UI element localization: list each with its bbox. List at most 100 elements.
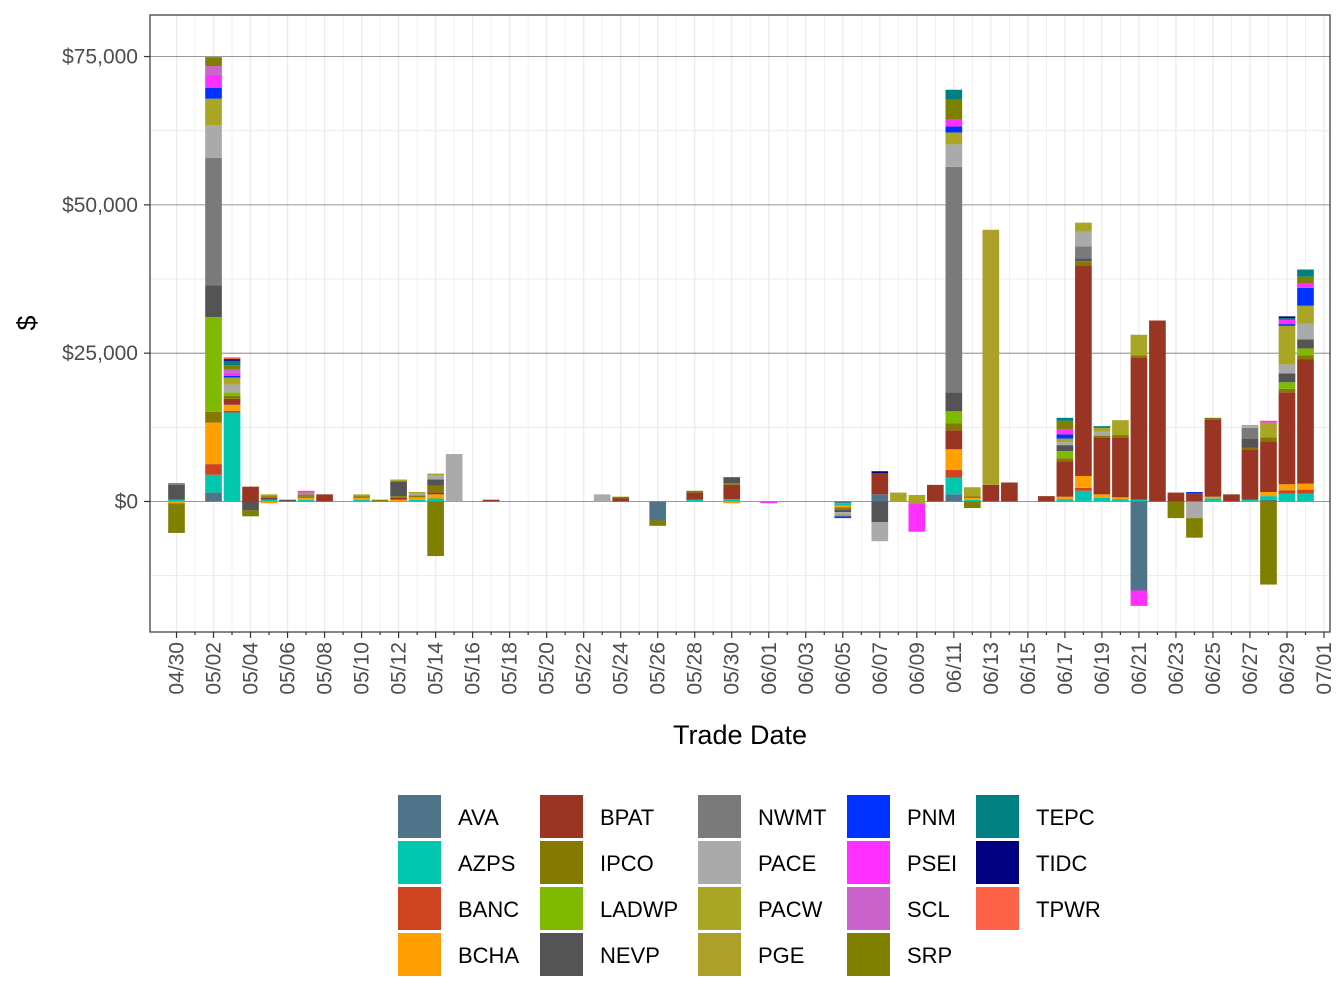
bar-segment-bcha xyxy=(390,499,407,502)
bar-segment-ipco xyxy=(223,395,241,399)
y-tick-label: $50,000 xyxy=(62,194,138,217)
bar-segment-nwmt xyxy=(297,494,315,497)
bar-segment-pacw xyxy=(889,492,907,502)
legend-label-pnm: PNM xyxy=(907,805,956,830)
bar-segment-azps xyxy=(427,498,444,502)
bar-segment-pnm xyxy=(1297,287,1314,306)
bar-segment-nevp xyxy=(1241,438,1259,448)
bar-segment-psei xyxy=(1130,590,1148,606)
bar-segment-ipco xyxy=(427,485,444,493)
legend-swatch-pacw xyxy=(698,887,741,930)
bar-segment-pacw xyxy=(353,494,370,497)
bar-segment-azps xyxy=(964,499,981,502)
legend-swatch-srp xyxy=(847,933,890,976)
bar-segment-pace xyxy=(1186,501,1203,519)
legend-swatch-bpat xyxy=(540,795,583,838)
bar-segment-tepc xyxy=(1056,417,1074,421)
x-tick-label: 05/02 xyxy=(203,642,226,695)
bar-segment-bpat xyxy=(1112,438,1129,498)
x-tick-label: 06/17 xyxy=(1054,642,1077,695)
bar-segment-bpat xyxy=(1223,494,1240,502)
x-axis: 04/30 05/02 05/04 05/06 05/08 05/10 05/12 05/14… xyxy=(166,632,1336,695)
bar-segment-ipco xyxy=(1112,435,1129,439)
bar-segment-nwmt xyxy=(1075,246,1092,259)
bar-segment-bcha xyxy=(353,497,370,500)
legend-swatch-banc xyxy=(398,887,441,930)
bar-segment-nevp xyxy=(1056,445,1074,452)
bar-segment-pace xyxy=(1075,231,1092,247)
bar-segment-banc xyxy=(223,410,241,413)
bar-segment-nevp xyxy=(1075,258,1092,262)
bar-segment-pace xyxy=(408,493,426,496)
bar-segment-nevp xyxy=(871,501,889,523)
bar-segment-azps xyxy=(686,499,704,502)
bar-segment-pacw xyxy=(1278,325,1296,365)
x-tick-label: 06/07 xyxy=(869,642,892,695)
bar-segment-bpat xyxy=(1241,449,1259,500)
legend-swatch-tepc xyxy=(976,795,1019,838)
bar-segment-psei xyxy=(760,501,778,504)
bar-segment-nevp xyxy=(1297,339,1314,349)
bar-segment-pacw xyxy=(1260,422,1277,438)
bar-segment-bcha xyxy=(205,422,222,465)
x-tick-label: 05/22 xyxy=(573,642,596,695)
bar-segment-azps xyxy=(1297,493,1314,502)
bar-segment-bcha xyxy=(1075,475,1092,488)
bar-segment-pace xyxy=(871,522,889,542)
bar-segment-nevp xyxy=(242,501,259,511)
y-tick-label: $0 xyxy=(115,490,138,513)
bar-segment-ladwp xyxy=(1297,348,1314,356)
bar-segment-pnm xyxy=(945,126,963,133)
bar-segment-psei xyxy=(223,372,241,376)
x-tick-label: 06/05 xyxy=(832,642,855,695)
bar-segment-pacw xyxy=(223,377,241,385)
bar-segment-psei xyxy=(205,74,222,88)
bar-segment-pace xyxy=(205,125,222,158)
bar-segment-bcha xyxy=(223,404,241,411)
legend-swatch-pnm xyxy=(847,795,890,838)
x-tick-label: 05/18 xyxy=(499,642,522,695)
bar-segment-bpat xyxy=(1056,461,1074,497)
bar-segment-psei xyxy=(297,490,315,493)
bar-segment-srp xyxy=(1186,518,1203,538)
bar-segment-nwmt xyxy=(1241,427,1259,439)
x-tick-label: 06/21 xyxy=(1128,642,1151,695)
bar-segment-ava xyxy=(834,501,852,504)
bar-segment-tepc xyxy=(1278,318,1296,320)
bar-segment-bcha xyxy=(723,501,741,504)
bar-segment-tepc xyxy=(1297,269,1314,277)
x-tick-label: 05/08 xyxy=(314,642,337,695)
legend-label-scl: SCL xyxy=(907,897,950,922)
bar-segment-bcha xyxy=(260,501,278,504)
bar-segment-bpat xyxy=(1038,496,1055,502)
bar-segment-pacw xyxy=(1112,420,1129,436)
bar-segment-nevp xyxy=(205,285,222,317)
x-tick-label: 06/25 xyxy=(1202,642,1225,695)
x-tick-label: 06/15 xyxy=(1017,642,1040,695)
bar-segment-srp xyxy=(1167,501,1185,519)
bar-segment-nevp xyxy=(723,477,741,484)
bar-segment-pnm xyxy=(205,87,222,99)
y-axis-title: $ xyxy=(12,315,42,330)
bar-segment-pacw xyxy=(427,473,444,476)
legend-label-tidc: TIDC xyxy=(1036,851,1087,876)
bar-segment-azps xyxy=(1112,499,1129,502)
bar-segment-azps xyxy=(1093,497,1111,502)
bar-segment-pacw xyxy=(908,494,926,502)
y-axis: $0 $25,000 $50,000 $75,000 xyxy=(62,46,150,513)
legend-swatch-psei xyxy=(847,841,890,884)
bar-segment-nevp xyxy=(945,392,963,412)
bar-segment-scl xyxy=(205,66,222,75)
x-tick-label: 06/09 xyxy=(906,642,929,695)
bar-segment-bpat xyxy=(612,498,630,502)
legend-label-pace: PACE xyxy=(758,851,816,876)
x-tick-label: 06/27 xyxy=(1239,642,1262,695)
x-tick-label: 06/11 xyxy=(943,642,966,693)
bar-segment-bpat xyxy=(686,492,704,500)
bar-segment-bpat xyxy=(871,473,889,495)
bar-segment-azps xyxy=(408,499,426,502)
bar-segment-pace xyxy=(427,475,444,480)
x-tick-label: 05/26 xyxy=(647,642,670,695)
bar-segment-psei xyxy=(908,503,926,532)
bar-segment-nevp xyxy=(168,484,185,500)
